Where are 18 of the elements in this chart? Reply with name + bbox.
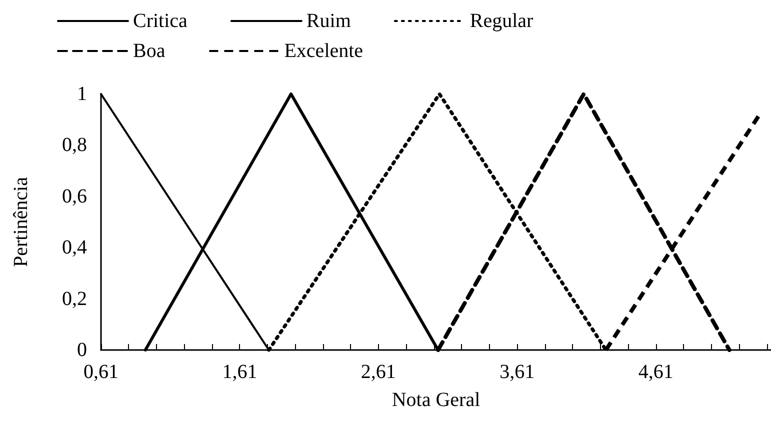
y-tick-label: 0,6 (62, 185, 87, 208)
x-tick-label: 0,61 (84, 361, 118, 383)
x-tick-label: 4,61 (638, 361, 674, 383)
legend-label: Regular (470, 10, 534, 32)
legend-label: Boa (133, 40, 166, 62)
y-axis-title: Pertinência (10, 176, 32, 267)
x-tick-label: 1,61 (222, 361, 258, 383)
legend-label: Critica (133, 10, 188, 32)
x-axis-title: Nota Geral (392, 389, 481, 411)
y-tick-label: 0,2 (62, 288, 87, 310)
legend-label: Excelente (284, 40, 364, 62)
y-tick-label: 1 (77, 83, 87, 105)
y-tick-label: 0,4 (62, 236, 87, 259)
legend-label: Ruim (306, 10, 352, 32)
y-tick-label: 0,8 (62, 134, 87, 156)
x-tick-label: 2,61 (360, 361, 396, 383)
y-tick-label: 0 (77, 339, 87, 361)
x-tick-label: 3,61 (500, 361, 535, 383)
